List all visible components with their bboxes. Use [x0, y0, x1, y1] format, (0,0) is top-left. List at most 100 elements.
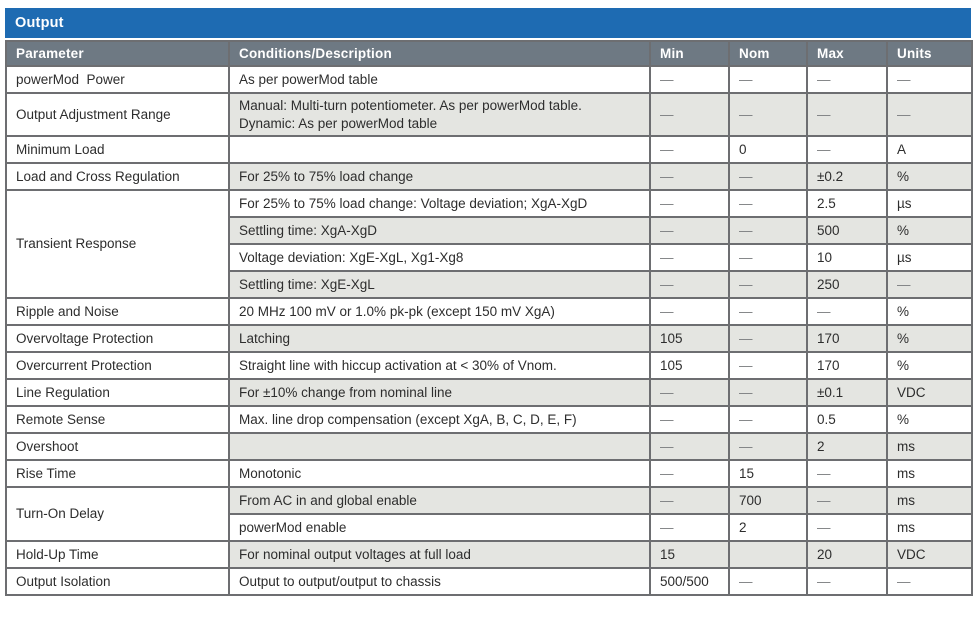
nom-cell: — — [728, 189, 808, 219]
nom-cell: — — [728, 351, 808, 381]
condition-cell: 20 MHz 100 mV or 1.0% pk-pk (except 150 … — [228, 297, 651, 327]
condition-cell — [228, 432, 651, 462]
table-row: Output Isolation Output to output/output … — [5, 567, 973, 597]
max-cell: — — [806, 65, 888, 94]
output-spec-table: Parameter Conditions/Description Min Nom… — [5, 40, 973, 597]
parameter-cell: Load and Cross Regulation — [5, 162, 230, 192]
nom-cell: — — [728, 65, 808, 94]
max-cell: — — [806, 91, 888, 138]
nom-cell: — — [728, 324, 808, 354]
min-cell: 500/500 — [649, 567, 730, 597]
max-cell: 2.5 — [806, 189, 888, 219]
parameter-cell: Remote Sense — [5, 405, 230, 435]
table-row: Voltage deviation: XgE-XgL, Xg1-Xg8— —10 µ… — [6, 243, 973, 273]
table-row: Transient Response For 25% to 75% load ch… — [5, 189, 973, 300]
table-row: Overshoot — —2 ms — [5, 432, 973, 462]
condition-cell: From AC in and global enable — [228, 486, 651, 516]
units-cell: — — [886, 91, 973, 138]
min-cell: — — [649, 432, 730, 462]
max-cell: 2 — [806, 432, 888, 462]
max-cell: — — [806, 135, 888, 165]
min-cell: 15 — [649, 540, 730, 570]
nom-cell: 15 — [728, 459, 808, 489]
column-header-units: Units — [886, 40, 973, 67]
parameter-cell: Hold-Up Time — [5, 540, 230, 570]
units-cell: % — [886, 162, 973, 192]
parameter-cell: powerMod Power — [5, 65, 230, 94]
column-header-max: Max — [806, 40, 888, 67]
min-cell: — — [649, 189, 730, 219]
nom-cell: — — [728, 432, 808, 462]
nom-cell: — — [728, 378, 808, 408]
condition-cell: Output to output/output to chassis — [228, 567, 651, 597]
nom-cell — [728, 540, 808, 570]
max-cell: ±0.1 — [806, 378, 888, 408]
min-cell: — — [649, 486, 730, 516]
parameter-cell: Line Regulation — [5, 378, 230, 408]
parameter-cell: Overcurrent Protection — [5, 351, 230, 381]
max-cell: 10 — [806, 243, 888, 273]
table-row: powerMod enable —2— ms — [6, 513, 973, 543]
parameter-cell: Output Isolation — [5, 567, 230, 597]
table-row: Overcurrent Protection Straight line with… — [5, 351, 973, 381]
max-cell: 170 — [806, 351, 888, 381]
condition-cell: Voltage deviation: XgE-XgL, Xg1-Xg8 — [228, 243, 651, 273]
max-cell: 20 — [806, 540, 888, 570]
table-row: Line Regulation For ±10% change from nomi… — [5, 378, 973, 408]
units-cell: ms — [886, 486, 973, 516]
units-cell: ms — [886, 513, 973, 543]
condition-cell: powerMod enable — [228, 513, 651, 543]
nom-cell: — — [728, 162, 808, 192]
max-cell: — — [806, 486, 888, 516]
max-cell: — — [806, 459, 888, 489]
parameter-cell: Overshoot — [5, 432, 230, 462]
min-cell: 105 — [649, 324, 730, 354]
condition-cell: Monotonic — [228, 459, 651, 489]
output-spec-section: Output Parameter Conditions/Description … — [5, 8, 973, 597]
table-row: Turn-On Delay From AC in and global enabl… — [5, 486, 973, 543]
table-row: Load and Cross Regulation For 25% to 75% … — [5, 162, 973, 192]
condition-cell: For 25% to 75% load change: Voltage devi… — [228, 189, 651, 219]
condition-cell: Settling time: XgA-XgD — [228, 216, 651, 246]
condition-cell: For ±10% change from nominal line — [228, 378, 651, 408]
table-row: Minimum Load —0— A — [5, 135, 973, 165]
table-body: powerMod Power As per powerMod table — — — — O… — [5, 65, 973, 597]
table-row: powerMod Power As per powerMod table — — — — — [5, 65, 973, 94]
max-cell: — — [806, 567, 888, 597]
units-cell: % — [886, 324, 973, 354]
units-cell: A — [886, 135, 973, 165]
column-header-min: Min — [649, 40, 730, 67]
min-cell: — — [649, 297, 730, 327]
max-cell: ±0.2 — [806, 162, 888, 192]
min-cell: — — [649, 65, 730, 94]
units-cell: ms — [886, 432, 973, 462]
min-cell: — — [649, 513, 730, 543]
max-cell: 0.5 — [806, 405, 888, 435]
column-header-nom: Nom — [728, 40, 808, 67]
table-row: Settling time: XgA-XgD — —500% — [6, 216, 973, 246]
table-row: Output Adjustment Range Manual: Multi-tur… — [5, 91, 973, 138]
units-cell: % — [886, 297, 973, 327]
units-cell: ms — [886, 459, 973, 489]
condition-cell: Max. line drop compensation (except XgA,… — [228, 405, 651, 435]
units-cell: % — [886, 351, 973, 381]
parameter-cell: Turn-On Delay — [5, 486, 230, 543]
max-cell: — — [806, 297, 888, 327]
units-cell: µs — [886, 189, 973, 219]
units-cell: — — [886, 65, 973, 94]
condition-cell: For nominal output voltages at full load — [228, 540, 651, 570]
parameter-cell: Minimum Load — [5, 135, 230, 165]
units-cell: µs — [886, 243, 973, 273]
parameter-cell: Ripple and Noise — [5, 297, 230, 327]
min-cell: — — [649, 135, 730, 165]
table-title: Output — [15, 15, 64, 31]
units-cell: % — [886, 405, 973, 435]
nom-cell: — — [728, 243, 808, 273]
min-cell: — — [649, 270, 730, 300]
condition-cell — [228, 135, 651, 165]
condition-cell: Straight line with hiccup activation at … — [228, 351, 651, 381]
condition-cell: Manual: Multi-turn potentiometer. As per… — [228, 91, 651, 138]
condition-cell: As per powerMod table — [228, 65, 651, 94]
table-row: Settling time: XgE-XgL — —250— — [6, 270, 973, 300]
